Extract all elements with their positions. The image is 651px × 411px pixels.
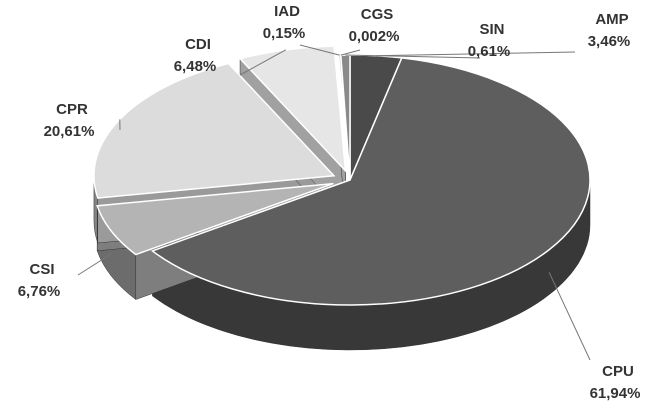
leader-line bbox=[345, 54, 481, 59]
category-label: AMP bbox=[595, 11, 628, 28]
leader-line bbox=[548, 272, 591, 361]
value-label: 0,002% bbox=[349, 28, 400, 45]
leader-line bbox=[376, 51, 576, 57]
slice bbox=[238, 45, 347, 174]
category-label: CSI bbox=[29, 261, 54, 278]
leader-line bbox=[340, 49, 361, 56]
category-label: CPR bbox=[56, 101, 88, 118]
category-label: IAD bbox=[274, 3, 300, 20]
value-label: 6,76% bbox=[18, 283, 61, 300]
category-label: CPU bbox=[602, 363, 634, 380]
value-label: 20,61% bbox=[44, 123, 95, 140]
leader-line bbox=[239, 49, 287, 76]
value-label: 61,94% bbox=[590, 385, 641, 402]
slice bbox=[96, 182, 334, 256]
slice bbox=[150, 57, 591, 306]
category-label: SIN bbox=[479, 21, 504, 38]
value-label: 3,46% bbox=[588, 33, 631, 50]
value-label: 0,61% bbox=[468, 43, 511, 60]
category-label: CGS bbox=[361, 6, 394, 23]
leader-line bbox=[77, 253, 112, 276]
category-label: CDI bbox=[185, 36, 211, 53]
value-label: 6,48% bbox=[174, 58, 217, 75]
leader-line bbox=[299, 44, 340, 56]
value-label: 0,15% bbox=[263, 25, 306, 42]
